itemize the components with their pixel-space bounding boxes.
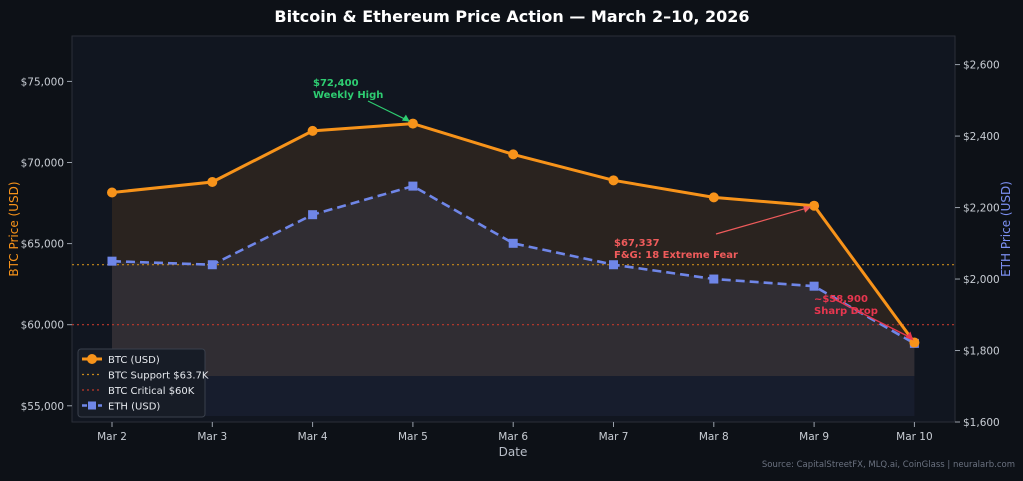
legend: BTC (USD) BTC Support $63.7K BTC Critical …	[77, 348, 209, 418]
legend-label-btc-critical: BTC Critical $60K	[108, 386, 195, 397]
btc-point-mar-4	[307, 125, 318, 136]
y-right-tick-label: $2,400	[963, 131, 1000, 143]
annotation-fear-label: F&G: 18 Extreme Fear	[614, 250, 738, 261]
btc-point-mar-7	[608, 175, 619, 186]
x-tick-label: Mar 9	[799, 431, 829, 443]
x-tick-label: Mar 2	[97, 431, 127, 443]
y-left-tick-label: $75,000	[21, 76, 64, 88]
annotation-drop-value: ~$58,900	[814, 294, 868, 305]
annotation-fear-value: $67,337	[614, 238, 660, 249]
y-right-tick-label: $2,600	[963, 60, 1000, 72]
x-tick-label: Mar 5	[398, 431, 428, 443]
y-axis-left-label: BTC Price (USD)	[7, 181, 21, 276]
annotation-fear-arrow	[715, 207, 809, 235]
btc-point-mar-5	[407, 118, 418, 129]
x-tick-label: Mar 7	[599, 431, 629, 443]
eth-point-mar-4	[308, 210, 318, 220]
legend-marker-btc	[87, 354, 97, 364]
eth-point-mar-3	[207, 260, 217, 270]
btc-point-mar-9	[809, 200, 820, 211]
lower-band-fill	[112, 376, 915, 416]
y-axis-right-label: ETH Price (USD)	[999, 181, 1013, 277]
source-note: Source: CapitalStreetFX, MLQ.ai, CoinGla…	[762, 460, 1015, 470]
x-tick-label: Mar 4	[298, 431, 328, 443]
x-tick-label: Mar 10	[896, 431, 933, 443]
annotation-drop-label: Sharp Drop	[814, 306, 878, 317]
x-tick-label: Mar 8	[699, 431, 729, 443]
y-left-tick-label: $55,000	[21, 401, 64, 413]
annotation-drop-arrowhead	[905, 331, 914, 341]
y-right-tick-label: $1,600	[963, 417, 1000, 429]
legend-label-eth: ETH (USD)	[108, 402, 160, 413]
eth-area-fill	[112, 186, 915, 376]
annotation-weekly-high-value: $72,400	[313, 78, 359, 89]
x-tick-label: Mar 3	[197, 431, 227, 443]
plot-area	[71, 35, 956, 423]
chart-title: Bitcoin & Ethereum Price Action — March …	[274, 7, 749, 26]
btc-point-mar-10	[909, 337, 920, 348]
legend-label-btc: BTC (USD)	[108, 355, 160, 366]
eth-point-mar-7	[609, 260, 618, 270]
y-right-tick-label: $2,000	[963, 274, 1000, 286]
annotation-fear-arrowhead	[803, 205, 812, 213]
btc-point-mar-3	[207, 176, 218, 187]
y-left-tick-label: $65,000	[21, 239, 64, 251]
legend-box	[77, 348, 206, 418]
eth-series-line	[111, 184, 916, 345]
legend-marker-eth	[88, 401, 96, 410]
x-axis-label: Date	[499, 445, 528, 459]
eth-point-mar-9	[809, 281, 819, 291]
btc-point-mar-6	[508, 149, 519, 160]
annotation-weekly-high-label: Weekly High	[313, 90, 383, 101]
legend-label-btc-support: BTC Support $63.7K	[108, 371, 209, 382]
annotation-weekly-high-arrowhead	[401, 114, 410, 122]
y-right-tick-label: $1,800	[963, 346, 1000, 358]
x-tick-label: Mar 6	[498, 431, 528, 443]
annotation-weekly-high-arrow	[367, 100, 409, 122]
eth-point-mar-5	[408, 181, 418, 191]
reference-lines	[72, 264, 955, 326]
legend-items: BTC (USD) BTC Support $63.7K BTC Critical …	[82, 354, 209, 413]
annotation-drop-arrow	[829, 296, 911, 339]
btc-area-fill	[112, 123, 915, 376]
btc-point-mar-8	[708, 192, 719, 203]
series-markers	[107, 118, 920, 348]
btc-point-mar-2	[107, 187, 117, 198]
eth-point-mar-6	[508, 238, 518, 248]
eth-point-mar-8	[709, 274, 719, 284]
y-right-tick-label: $2,200	[963, 203, 1000, 215]
eth-point-mar-2	[107, 256, 117, 266]
y-left-tick-label: $60,000	[21, 320, 64, 332]
y-left-tick-label: $70,000	[21, 158, 64, 170]
area-fills	[112, 123, 915, 416]
axes: Mar 2 Mar 3 Mar 4 Mar 5 Mar 6 Mar 7 Mar 8 Mar 9…	[21, 60, 1000, 443]
